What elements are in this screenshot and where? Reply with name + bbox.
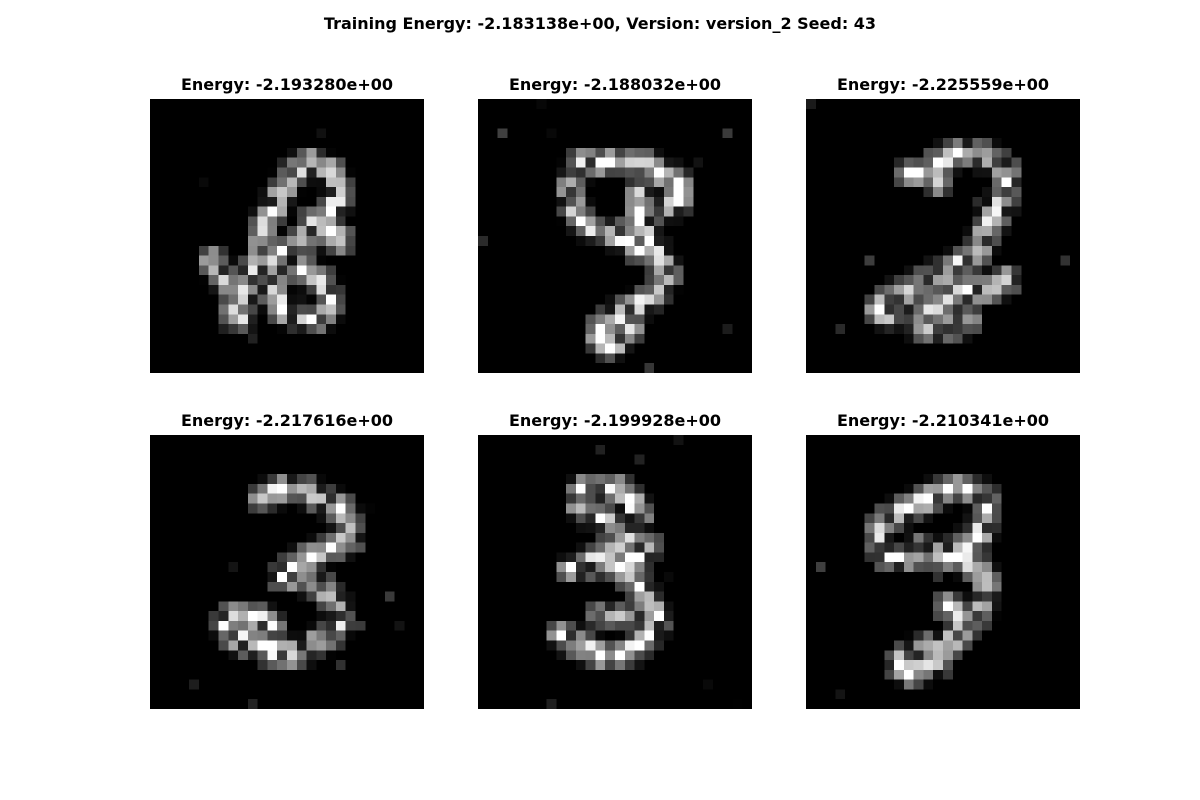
panel-title: Energy: -2.193280e+00 xyxy=(180,75,394,94)
generated-digit-image xyxy=(150,99,424,373)
figure-suptitle: Training Energy: -2.183138e+00, Version:… xyxy=(323,14,877,33)
panel-title: Energy: -2.217616e+00 xyxy=(180,411,394,430)
generated-digit-image xyxy=(806,99,1080,373)
panel-title: Energy: -2.210341e+00 xyxy=(836,411,1050,430)
panel-title: Energy: -2.188032e+00 xyxy=(508,75,722,94)
panel-title: Energy: -2.225559e+00 xyxy=(836,75,1050,94)
panel-title: Energy: -2.199928e+00 xyxy=(508,411,722,430)
generated-digit-image xyxy=(150,435,424,709)
generated-digit-image xyxy=(806,435,1080,709)
generated-digit-image xyxy=(478,435,752,709)
generated-digit-image xyxy=(478,99,752,373)
